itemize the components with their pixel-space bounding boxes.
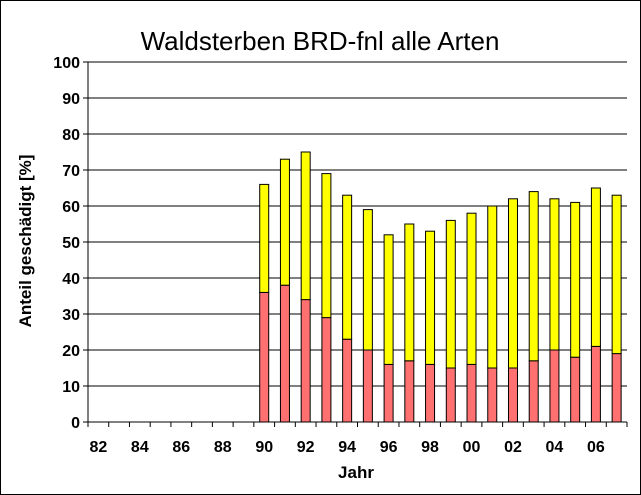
bar-segment-07-upper (611, 194, 622, 355)
bar-segment-99-upper (445, 219, 456, 369)
bar-segment-06-lower (590, 345, 601, 423)
bar-segment-00-lower (466, 363, 477, 423)
x-tick-label: 02 (504, 439, 522, 456)
x-tick-label: 94 (338, 439, 356, 456)
y-tick-label: 20 (62, 343, 80, 360)
bars (259, 151, 622, 423)
x-tick-label: 82 (89, 439, 107, 456)
y-tick-label: 90 (62, 91, 80, 108)
y-axis-ticks: 0 10 20 30 40 50 60 70 80 90 100 (53, 55, 88, 432)
x-tick-label: 00 (463, 439, 481, 456)
bar-segment-05-lower (570, 356, 581, 423)
y-tick-label: 40 (62, 271, 80, 288)
bar-segment-94-upper (342, 194, 353, 340)
bar-segment-07-lower (611, 353, 622, 423)
bar-segment-02-lower (507, 367, 518, 423)
bar-segment-00-upper (466, 212, 477, 365)
bar-segment-96-upper (383, 234, 394, 365)
bar-segment-04-upper (549, 198, 560, 351)
bar-segment-03-lower (528, 360, 539, 423)
bar-segment-93-lower (321, 317, 332, 423)
x-tick-label: 84 (131, 439, 149, 456)
x-tick-label: 96 (380, 439, 398, 456)
y-tick-label: 100 (53, 55, 80, 72)
y-tick-label: 10 (62, 379, 80, 396)
bar-segment-92-lower (300, 299, 311, 423)
y-tick-label: 70 (62, 163, 80, 180)
bar-segment-90-lower (259, 291, 270, 423)
x-tick-label: 90 (255, 439, 273, 456)
bar-segment-91-lower (279, 284, 290, 423)
y-tick-label: 50 (62, 235, 80, 252)
bar-segment-93-upper (321, 173, 332, 319)
chart-title: Waldsterben BRD-fnl alle Arten (141, 26, 500, 56)
y-tick-label: 30 (62, 307, 80, 324)
bar-segment-95-upper (362, 209, 373, 351)
bar-segment-01-upper (487, 205, 498, 369)
bar-segment-97-lower (404, 360, 415, 423)
x-axis-label: Jahr (338, 463, 374, 482)
y-axis-label: Anteil geschädigt [%] (16, 155, 35, 328)
bar-segment-01-lower (487, 367, 498, 423)
bar-segment-98-lower (425, 363, 436, 423)
gridlines (88, 61, 627, 387)
x-tick-label: 98 (421, 439, 439, 456)
bar-segment-05-upper (570, 201, 581, 358)
bar-segment-04-lower (549, 349, 560, 423)
x-axis-ticks: 82 84 86 88 90 92 94 96 98 00 02 04 06 (87, 422, 628, 456)
x-tick-label: 92 (297, 439, 315, 456)
x-tick-label: 86 (172, 439, 190, 456)
bar-segment-03-upper (528, 191, 539, 362)
bar-segment-02-upper (507, 198, 518, 369)
bar-segment-95-lower (362, 349, 373, 423)
bar-segment-99-lower (445, 367, 456, 423)
y-tick-label: 60 (62, 199, 80, 216)
y-tick-label: 80 (62, 127, 80, 144)
x-tick-label: 04 (546, 439, 564, 456)
bar-segment-94-lower (342, 338, 353, 423)
bar-segment-96-lower (383, 363, 394, 423)
y-tick-label: 0 (71, 415, 80, 432)
bar-segment-98-upper (425, 230, 436, 365)
x-tick-label: 88 (214, 439, 232, 456)
bar-segment-97-upper (404, 223, 415, 362)
bar-segment-92-upper (300, 151, 311, 301)
x-tick-label: 06 (587, 439, 605, 456)
bar-segment-91-upper (279, 158, 290, 286)
bar-segment-06-upper (590, 187, 601, 347)
bar-segment-90-upper (259, 183, 270, 293)
